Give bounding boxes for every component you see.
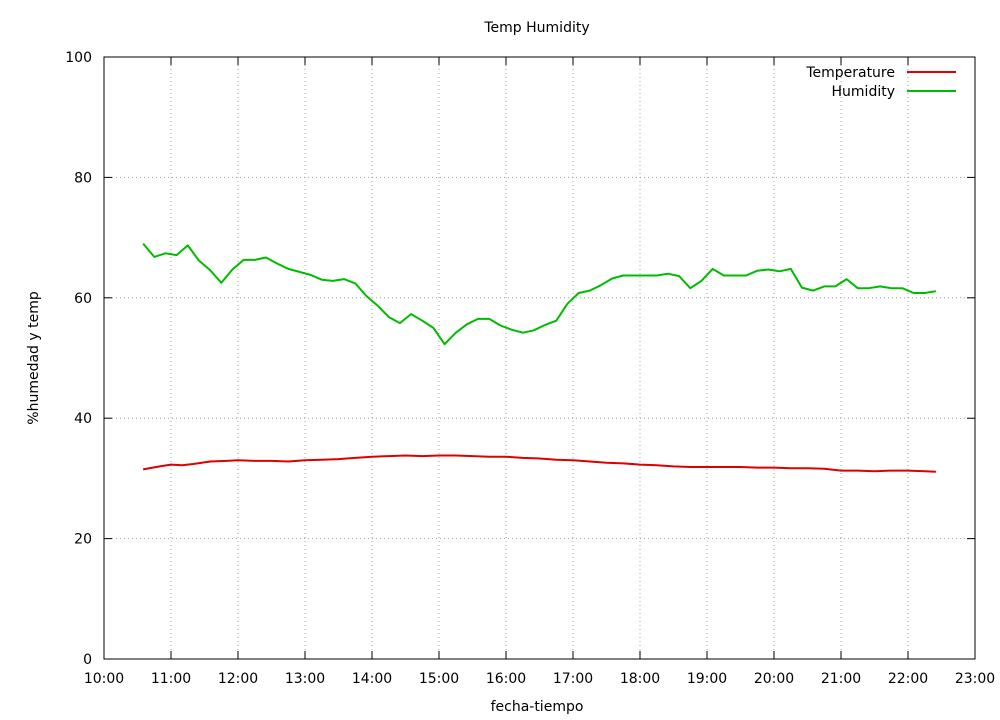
y-tick-label: 40 xyxy=(74,411,92,427)
chart-title: Temp Humidity xyxy=(483,20,589,36)
x-tick-label: 16:00 xyxy=(486,671,526,687)
x-tick-label: 18:00 xyxy=(620,671,660,687)
x-tick-label: 19:00 xyxy=(687,671,727,687)
plot-frame xyxy=(103,56,976,660)
y-tick-label: 80 xyxy=(74,170,92,186)
series xyxy=(142,242,937,473)
y-tick-label: 0 xyxy=(83,652,92,668)
x-tick-label: 14:00 xyxy=(352,671,392,687)
x-tick-label: 22:00 xyxy=(888,671,928,687)
x-tick-label: 15:00 xyxy=(419,671,459,687)
x-tick-label: 10:00 xyxy=(84,671,124,687)
x-tick-label: 13:00 xyxy=(285,671,325,687)
series-line-temperature xyxy=(142,454,936,473)
x-tick-label: 23:00 xyxy=(955,671,995,687)
x-tick-label: 21:00 xyxy=(821,671,861,687)
y-tick-label: 20 xyxy=(74,532,92,548)
legend-label-temperature: Temperature xyxy=(805,65,895,81)
x-tick-label: 20:00 xyxy=(754,671,794,687)
x-axis-title: fecha-tiempo xyxy=(491,699,584,715)
legend-label-humidity: Humidity xyxy=(832,84,895,100)
axes: 0 20 40 60 80 100 10:00 11:00 12:00 13:00 14:00 15:… xyxy=(65,50,995,687)
series-line-humidity xyxy=(142,242,937,346)
y-tick-label: 100 xyxy=(65,50,92,66)
x-tick-label: 17:00 xyxy=(553,671,593,687)
legend: Temperature Humidity xyxy=(805,65,956,100)
grid xyxy=(104,57,975,659)
y-tick-label: 60 xyxy=(74,291,92,307)
x-tick-label: 12:00 xyxy=(218,671,258,687)
x-tick-label: 11:00 xyxy=(151,671,191,687)
y-axis-title: %humedad y temp xyxy=(26,291,42,425)
